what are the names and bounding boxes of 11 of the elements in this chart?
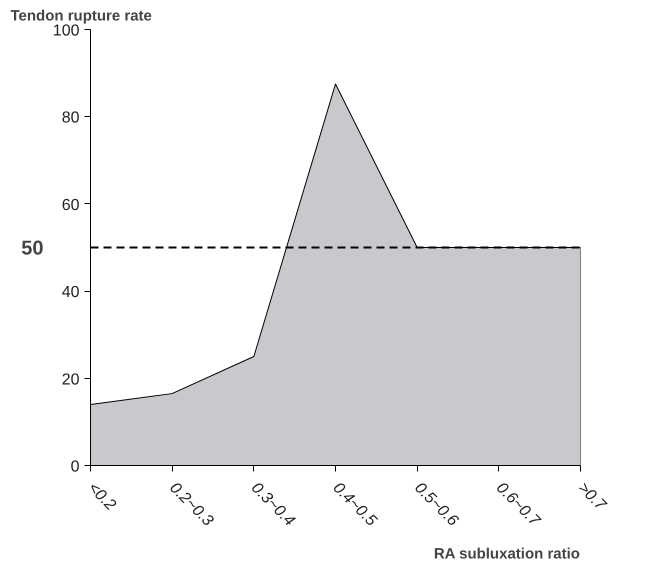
y-tick-label: 80	[62, 110, 80, 127]
y-tick-label: 40	[62, 284, 80, 302]
y-tick-label: 20	[62, 371, 80, 388]
y-tick-label: 0	[70, 458, 80, 476]
y-tick-label: 100	[52, 22, 80, 40]
y-axis-title: Tendon rupture rate	[10, 8, 152, 24]
ref-line-label: 50	[21, 238, 44, 260]
x-tick-label: <0.2	[84, 479, 119, 514]
x-tick-label: >0.7	[574, 479, 610, 515]
x-axis-title: RA subluxation ratio	[434, 546, 580, 562]
y-tick-label: 60	[62, 196, 80, 214]
